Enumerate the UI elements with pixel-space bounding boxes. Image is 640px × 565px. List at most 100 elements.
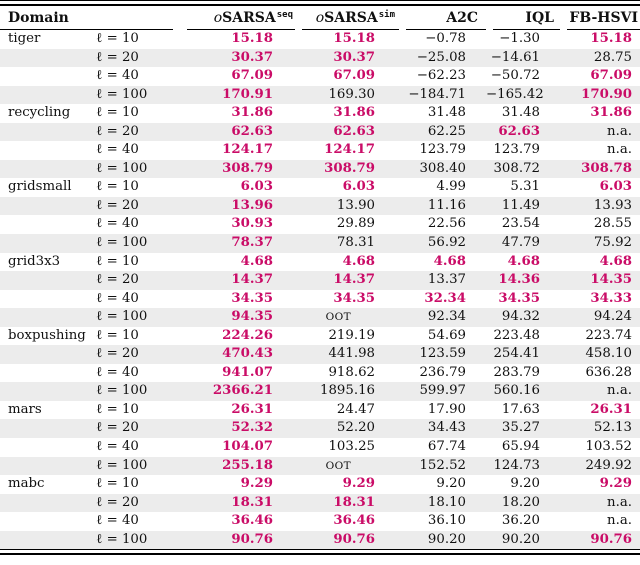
table-row: ℓ = 100 308.79 308.79 308.40 308.72 308.78 [0, 159, 640, 179]
value-cell: 35.27 [501, 420, 540, 436]
value-cell: 30.93 [231, 216, 273, 232]
domain-cell [0, 160, 92, 179]
value-cell: −165.42 [486, 86, 544, 102]
value-cell: 18.20 [501, 494, 540, 510]
header-label: IQL [525, 10, 554, 26]
value-cell: 18.10 [427, 494, 466, 510]
value-cell: 90.76 [231, 531, 273, 547]
value-cell: 4.68 [240, 253, 273, 269]
value-cell: 254.41 [493, 346, 540, 362]
value-cell: n.a. [607, 513, 632, 529]
value-cell: −184.71 [408, 86, 466, 102]
value-cell: 283.79 [493, 364, 540, 380]
horizon-cell: ℓ = 100 [96, 531, 148, 547]
value-cell: 599.97 [419, 383, 466, 399]
out-of-time-label: OOT [325, 459, 351, 472]
value-cell: 15.18 [231, 31, 273, 46]
value-cell: n.a. [607, 494, 632, 510]
value-cell: 941.07 [222, 364, 273, 380]
top-rule-thin [0, 0, 640, 1]
value-cell: n.a. [607, 383, 632, 399]
value-cell: 62.63 [231, 123, 273, 139]
value-cell: 9.29 [342, 476, 375, 492]
value-cell: 223.74 [585, 327, 632, 343]
value-cell: 6.03 [342, 179, 375, 195]
value-cell: 34.43 [427, 420, 466, 436]
value-cell: OOT [295, 308, 399, 327]
value-cell: 5.31 [510, 179, 540, 195]
value-cell: 75.92 [593, 235, 632, 251]
value-cell: 14.37 [231, 272, 273, 288]
value-cell: 18.31 [333, 494, 375, 510]
value-cell: 4.68 [342, 253, 375, 269]
value-cell: 14.36 [498, 272, 540, 288]
value-cell: 124.17 [324, 142, 375, 158]
column-header-domain: Domain [0, 6, 180, 30]
value-cell: 54.69 [427, 327, 466, 343]
value-cell: 34.33 [590, 290, 632, 306]
value-cell: 2366.21 [212, 383, 273, 399]
results-table: Domain oSARSAseq oSARSAsim A2C IQL FB-HSVI t… [0, 6, 640, 550]
value-cell: 62.63 [498, 123, 540, 139]
domain-cell [0, 364, 92, 383]
value-cell: 17.63 [501, 401, 540, 417]
value-cell: 17.90 [427, 401, 466, 417]
bottom-rule-thin [0, 549, 640, 551]
value-cell: 90.20 [501, 531, 540, 547]
value-cell: 15.18 [333, 31, 375, 46]
table-row: ℓ = 20 62.63 62.63 62.25 62.63 n.a. [0, 122, 640, 142]
domain-cell [0, 123, 92, 142]
value-cell: 67.09 [231, 68, 273, 84]
table-row: ℓ = 100 2366.21 1895.16 599.97 560.16 n.a. [0, 382, 640, 401]
horizon-cell: ℓ = 20 [96, 123, 139, 139]
header-superscript: seq [276, 10, 293, 20]
value-cell: 123.59 [419, 346, 466, 362]
value-cell: n.a. [607, 123, 632, 139]
horizon-cell: ℓ = 40 [96, 290, 139, 306]
value-cell: 56.92 [427, 235, 466, 251]
domain-cell [0, 141, 92, 160]
value-cell: 11.16 [427, 197, 466, 213]
value-cell: 308.72 [493, 160, 540, 176]
value-cell: 470.43 [222, 346, 273, 362]
value-cell: 6.03 [240, 179, 273, 195]
value-cell: 6.03 [599, 179, 632, 195]
value-cell: 30.37 [231, 49, 273, 65]
horizon-cell: ℓ = 20 [96, 49, 139, 65]
value-cell: 26.31 [231, 401, 273, 417]
horizon-cell: ℓ = 100 [96, 160, 148, 176]
table-row: ℓ = 40 941.07 918.62 236.79 283.79 636.28 [0, 364, 640, 383]
value-cell: 13.90 [336, 197, 375, 213]
value-cell: 104.07 [222, 439, 273, 455]
value-cell: 62.63 [333, 123, 375, 139]
value-cell: 636.28 [585, 364, 632, 380]
value-cell: 9.20 [510, 476, 540, 492]
value-cell: 36.20 [501, 513, 540, 529]
value-cell: 90.76 [590, 531, 632, 547]
value-cell: 224.26 [222, 327, 273, 343]
column-header: oSARSAsim [295, 6, 399, 30]
value-cell: 34.35 [231, 290, 273, 306]
column-header: FB-HSVI [560, 6, 640, 30]
value-cell: 560.16 [493, 383, 540, 399]
domain-cell [0, 438, 92, 457]
value-cell: 26.31 [590, 401, 632, 417]
horizon-cell: ℓ = 40 [96, 68, 139, 84]
header-label: FB-HSVI [569, 10, 638, 26]
table-row: ℓ = 40 36.46 36.46 36.10 36.20 n.a. [0, 512, 640, 531]
value-cell: −50.72 [490, 68, 540, 84]
table-row: ℓ = 40 67.09 67.09 −62.23 −50.72 67.09 [0, 67, 640, 86]
domain-cell [0, 512, 92, 531]
value-cell: 918.62 [328, 364, 375, 380]
header-row: Domain oSARSAseq oSARSAsim A2C IQL FB-HSVI [0, 6, 640, 30]
table-row: ℓ = 100 170.91 169.30 −184.71 −165.42 170.90 [0, 85, 640, 105]
table-row: recycling ℓ = 10 31.86 31.86 31.48 31.48 31.86 [0, 104, 640, 123]
value-cell: 34.35 [333, 290, 375, 306]
value-cell: 67.09 [333, 68, 375, 84]
table-row: ℓ = 20 13.96 13.90 11.16 11.49 13.93 [0, 196, 640, 216]
horizon-cell: ℓ = 40 [96, 364, 139, 380]
value-cell: 103.25 [328, 439, 375, 455]
value-cell: 123.79 [419, 142, 466, 158]
horizon-cell: ℓ = 20 [96, 346, 139, 362]
value-cell: 52.13 [593, 420, 632, 436]
